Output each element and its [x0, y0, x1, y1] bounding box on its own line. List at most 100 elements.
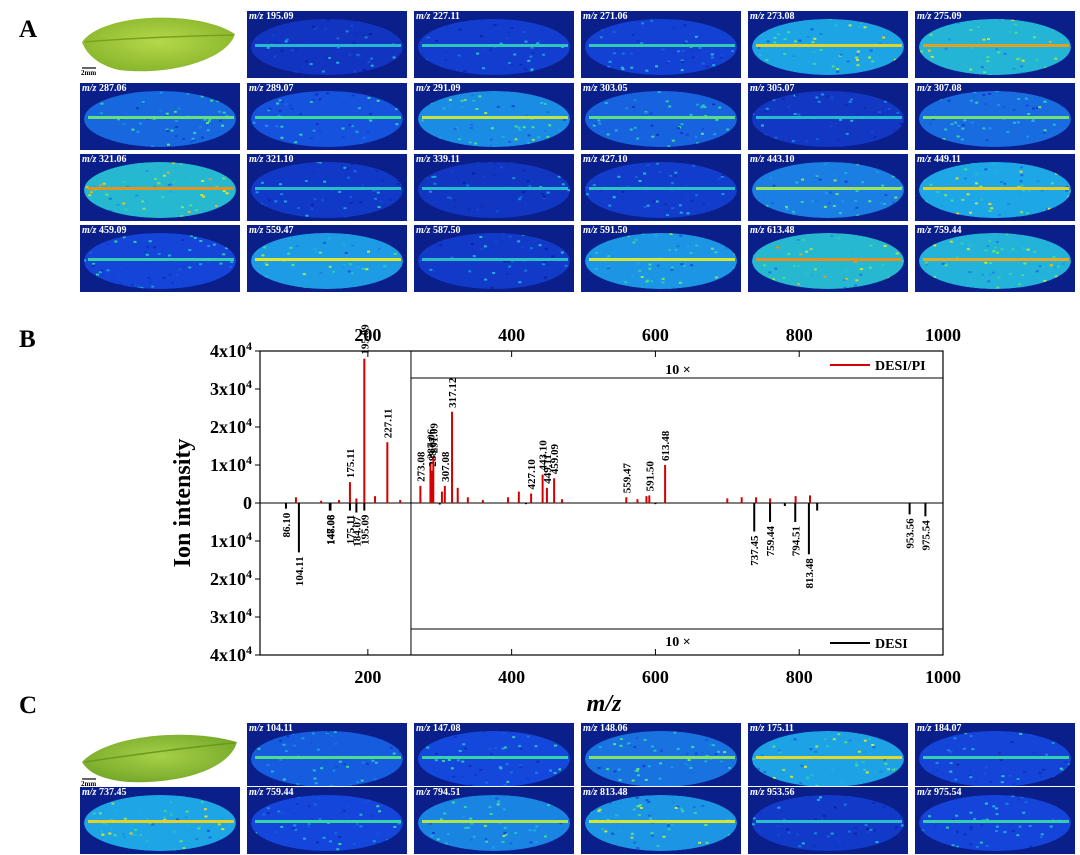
x-tick-label-top: 600	[642, 325, 669, 345]
peak-label: 148.06	[325, 514, 337, 545]
legend-label: DESI/PI	[875, 359, 926, 374]
y-tick-label: 2x104	[210, 415, 252, 437]
ion-image-mz-label: m/z 794.51	[416, 787, 460, 799]
peak-label: 291.09	[428, 423, 440, 454]
ion-image-mz-label: m/z 587.50	[416, 225, 460, 237]
y-tick-label: 3x104	[210, 377, 252, 399]
panel-label-a: A	[19, 16, 37, 44]
ion-image-mz-label: m/z 104.11	[249, 723, 293, 735]
ion-image-mz-label: m/z 305.07	[750, 83, 794, 95]
ion-image-tile: m/z 104.11	[246, 722, 408, 791]
ion-image-mz-label: m/z 175.11	[750, 723, 794, 735]
peak-label: 317.12	[447, 377, 459, 408]
ion-image-tile: m/z 613.48	[747, 224, 909, 293]
ion-image-tile: m/z 443.10	[747, 153, 909, 222]
ion-image-tile: m/z 591.50	[580, 224, 742, 293]
ion-image-tile: m/z 813.48	[580, 786, 742, 855]
peak-label: 195.09	[359, 514, 371, 545]
ion-image-tile: m/z 427.10	[580, 153, 742, 222]
ion-image-mz-label: m/z 339.11	[416, 154, 460, 166]
y-tick-label: 4x104	[210, 339, 252, 361]
ion-image-mz-label: m/z 975.54	[917, 787, 961, 799]
ion-image-tile: m/z 227.11	[413, 10, 575, 79]
ion-image-tile: m/z 587.50	[413, 224, 575, 293]
peak-label: 737.45	[749, 535, 761, 566]
mass-spectrum-chart: 10 ×10 ×20020040040060060080080010001000…	[0, 300, 1080, 712]
ion-image-tile: m/z 184.07	[914, 722, 1076, 791]
y-tick-label: 2x104	[210, 567, 252, 589]
ion-image-tile: m/z 147.08	[413, 722, 575, 791]
peak-label: 427.10	[526, 459, 538, 490]
ion-image-tile: m/z 307.08	[914, 82, 1076, 151]
peak-label: 975.54	[920, 520, 932, 551]
y-tick-label: 4x104	[210, 643, 252, 665]
ion-image-tile: m/z 291.09	[413, 82, 575, 151]
ion-image-tile: m/z 287.06	[79, 82, 241, 151]
y-axis-title: Ion intensity	[170, 439, 196, 568]
ion-image-mz-label: m/z 195.09	[249, 11, 293, 23]
ion-image-mz-label: m/z 449.11	[917, 154, 961, 166]
leaf-photo-c: 2mm	[79, 722, 241, 791]
ion-image-tile: m/z 737.45	[79, 786, 241, 855]
magnification-label-top: 10 ×	[665, 363, 690, 378]
ion-image-mz-label: m/z 759.44	[917, 225, 961, 237]
ion-image-mz-label: m/z 321.06	[82, 154, 126, 166]
ion-image-mz-label: m/z 759.44	[249, 787, 293, 799]
peak-label: 759.44	[765, 526, 777, 557]
ion-image-mz-label: m/z 184.07	[917, 723, 961, 735]
peak-label: 86.10	[281, 512, 293, 537]
ion-image-mz-label: m/z 427.10	[583, 154, 627, 166]
x-tick-label-bottom: 600	[642, 667, 669, 687]
ion-image-mz-label: m/z 813.48	[583, 787, 627, 799]
peak-label: 591.50	[644, 461, 656, 492]
ion-image-tile: m/z 275.09	[914, 10, 1076, 79]
ion-image-mz-label: m/z 613.48	[750, 225, 794, 237]
ion-image-mz-label: m/z 275.09	[917, 11, 961, 23]
ion-image-tile: m/z 148.06	[580, 722, 742, 791]
y-tick-label: 0	[243, 493, 252, 513]
peak-label: 227.11	[382, 409, 394, 439]
ion-image-mz-label: m/z 307.08	[917, 83, 961, 95]
ion-image-tile: m/z 175.11	[747, 722, 909, 791]
peak-label: 559.47	[621, 463, 633, 494]
ion-image-mz-label: m/z 271.06	[583, 11, 627, 23]
y-tick-label: 1x104	[210, 453, 252, 475]
peak-label: 813.48	[804, 558, 816, 589]
ion-image-tile: m/z 321.06	[79, 153, 241, 222]
x-tick-label-bottom: 1000	[925, 667, 961, 687]
ion-image-tile: m/z 559.47	[246, 224, 408, 293]
ion-image-tile: m/z 271.06	[580, 10, 742, 79]
x-tick-label-top: 1000	[925, 325, 961, 345]
ion-image-tile: m/z 303.05	[580, 82, 742, 151]
peak-label: 794.51	[790, 526, 802, 556]
peak-label: 104.11	[294, 556, 306, 586]
ion-image-mz-label: m/z 559.47	[249, 225, 293, 237]
ion-image-tile: m/z 975.54	[914, 786, 1076, 855]
ion-image-mz-label: m/z 227.11	[416, 11, 460, 23]
x-tick-label-top: 400	[498, 325, 525, 345]
ion-image-mz-label: m/z 459.09	[82, 225, 126, 237]
ion-image-tile: m/z 759.44	[914, 224, 1076, 293]
ion-image-tile: m/z 759.44	[246, 786, 408, 855]
ion-image-mz-label: m/z 287.06	[82, 83, 126, 95]
leaf-photo-a: 2mm	[79, 10, 241, 79]
ion-image-mz-label: m/z 289.07	[249, 83, 293, 95]
ion-image-tile: m/z 273.08	[747, 10, 909, 79]
peak-label: 613.48	[660, 430, 672, 461]
ion-image-mz-label: m/z 443.10	[750, 154, 794, 166]
magnification-label-bottom: 10 ×	[665, 635, 690, 650]
peak-label: 195.09	[359, 324, 371, 355]
ion-image-tile: m/z 305.07	[747, 82, 909, 151]
ion-image-tile: m/z 339.11	[413, 153, 575, 222]
ion-image-tile: m/z 794.51	[413, 786, 575, 855]
ion-image-tile: m/z 953.56	[747, 786, 909, 855]
ion-image-mz-label: m/z 148.06	[583, 723, 627, 735]
ion-image-mz-label: m/z 291.09	[416, 83, 460, 95]
ion-image-tile: m/z 289.07	[246, 82, 408, 151]
x-tick-label-bottom: 800	[786, 667, 813, 687]
ion-image-mz-label: m/z 591.50	[583, 225, 627, 237]
x-tick-label-bottom: 200	[354, 667, 381, 687]
x-tick-label-bottom: 400	[498, 667, 525, 687]
peak-label: 175.11	[345, 448, 357, 478]
y-tick-label: 3x104	[210, 605, 252, 627]
